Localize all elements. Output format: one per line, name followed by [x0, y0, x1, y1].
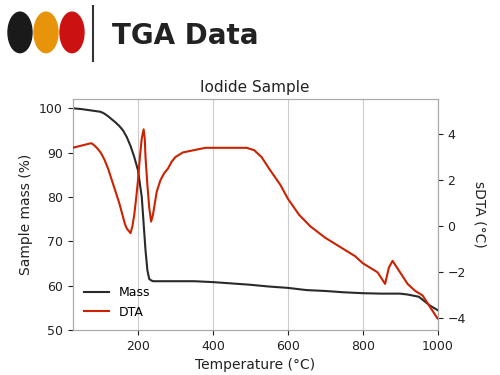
Y-axis label: sDTA (°C): sDTA (°C): [472, 182, 486, 248]
Title: Iodide Sample: Iodide Sample: [200, 80, 310, 95]
Text: TGA Data: TGA Data: [112, 22, 259, 51]
Ellipse shape: [8, 12, 32, 53]
Legend: Mass, DTA: Mass, DTA: [79, 282, 155, 324]
Ellipse shape: [34, 12, 58, 53]
Ellipse shape: [60, 12, 84, 53]
Y-axis label: Sample mass (%): Sample mass (%): [20, 154, 34, 275]
X-axis label: Temperature (°C): Temperature (°C): [195, 358, 315, 372]
